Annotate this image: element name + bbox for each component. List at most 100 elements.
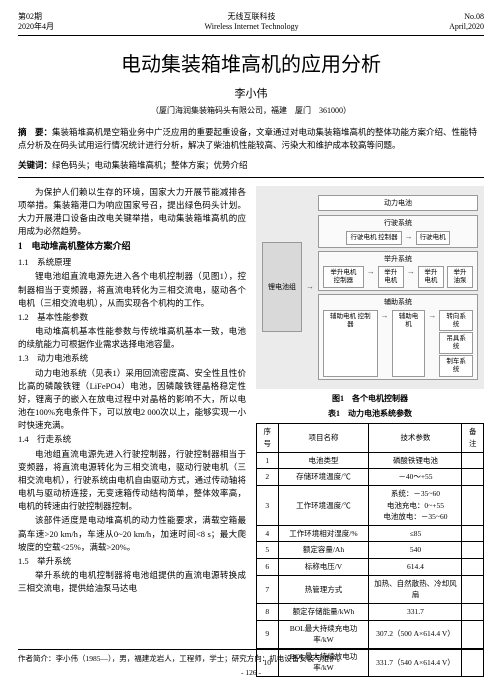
table-cell: 6 [257, 559, 279, 576]
table-cell: BOL最大持续充电功率/kW [278, 620, 369, 648]
table-row: 1电池类型磷酸铁锂电池 [257, 452, 484, 469]
journal-cn: 无线互联科技 [54, 12, 449, 22]
section-1-3: 1.3 动力电池系统 [18, 352, 246, 365]
sys-group-3: 辅助系统 辅助电机 控制器 → 辅助电机 → 转向系统 吊具系统 制车系统 [318, 294, 478, 380]
table-cell: 额定容量/Ah [278, 542, 369, 559]
section-1-4: 1.4 行走系统 [18, 433, 246, 446]
table-cell [462, 525, 484, 542]
sys-group-2: 举升系统 举升电机 控制器 → 举升电机 → 举升电机 举升油泵 [318, 251, 478, 291]
table-cell: 2 [257, 469, 279, 486]
table-cell [462, 542, 484, 559]
table-cell: 加热、自然散热、冷却风扇 [369, 575, 462, 603]
date-en: April,2020 [449, 22, 484, 32]
sys3-e3: 制车系统 [439, 355, 473, 377]
article-title: 电动集装箱堆高机的应用分析 [18, 48, 484, 77]
sys1-title: 行驶系统 [323, 218, 473, 229]
sys2-title: 举升系统 [323, 254, 473, 265]
table-cell: 电池类型 [278, 452, 369, 469]
table-cell: 3 [257, 485, 279, 525]
para-1-4b: 该部件适度是电动堆高机的动力性能要求，满载空箱最高车速>20 km/h，车速从0… [18, 514, 246, 554]
table-header-row: 序号项目名称技术参数备注 [257, 424, 484, 452]
table-cell: 系统：－35~60 电池充电：0~+55 电池放电：－35~60 [369, 485, 462, 525]
section-1: 1 电动堆高机整体方案介绍 [18, 240, 246, 254]
issue: 第02期 [18, 12, 54, 22]
table-cell: 7 [257, 575, 279, 603]
table-cell [462, 603, 484, 620]
table-cell: 热管理方式 [278, 575, 369, 603]
system-diagram: 锂电池组 → 动力电池 行驶系统 行驶电机 控制器 → 行驶电机 举升系统 [256, 186, 484, 389]
table-row: 8额定存储能量/kWh331.7 [257, 603, 484, 620]
sys3-e2: 吊具系统 [439, 332, 473, 354]
abstract-text: 集装箱堆高机是空箱业务中广泛应用的重要起重设备，文章通过对电动集装箱堆高机的整体… [18, 127, 477, 151]
abstract-label: 摘 要： [18, 127, 52, 137]
left-column: 为保护人们赖以生存的环境，国家大力开展节能减排各项举措。集装箱港口为响应国家号召… [18, 186, 246, 678]
table-header: 序号 [257, 424, 279, 452]
sys-group-1: 行驶系统 行驶电机 控制器 → 行驶电机 [318, 215, 478, 248]
params-table: 序号项目名称技术参数备注 1电池类型磷酸铁锂电池2存储环境温度/℃－40～+55… [256, 423, 484, 677]
diagram-source: 锂电池组 [262, 242, 302, 332]
page-header: 第02期 2020年4月 无线互联科技 Wireless Internet Te… [18, 12, 484, 36]
table-cell: 工作环境相对湿度/% [278, 525, 369, 542]
arrow-icon: → [405, 231, 413, 245]
table-row: 4工作环境相对湿度/%≤85 [257, 525, 484, 542]
table-cell: 9 [257, 620, 279, 648]
sys3-title: 辅助系统 [323, 297, 473, 308]
table-1-caption: 表1 动力电池系统参数 [256, 408, 484, 420]
table-row: 6标称电压/V614.4 [257, 559, 484, 576]
table-row: 7热管理方式加热、自然散热、冷却风扇 [257, 575, 484, 603]
abstract: 摘 要：集装箱堆高机是空箱业务中广泛应用的重要起重设备，文章通过对电动集装箱堆高… [18, 126, 484, 153]
table-cell: 4 [257, 525, 279, 542]
battery-box: 动力电池 [318, 195, 478, 211]
table-cell: 存储环境温度/℃ [278, 469, 369, 486]
para-1-4a: 电池组直流电源先进入行驶控制器，行驶控制器相当于变频器，将直流电源转化为三相交流… [18, 448, 246, 514]
table-cell: 307.2（500 A×614.4 V） [369, 620, 462, 648]
section-1-2: 1.2 基本性能参数 [18, 311, 246, 324]
table-row: 5额定容量/Ah540 [257, 542, 484, 559]
sys2-e1: 举升电机 [418, 266, 444, 288]
table-cell [462, 485, 484, 525]
author-name: 李小伟 [18, 85, 484, 101]
table-cell: －40～+55 [369, 469, 462, 486]
keywords: 关键词：绿色码头；电动集装箱堆高机；整体方案；优势介绍 [18, 159, 484, 178]
table-cell [462, 575, 484, 603]
table-cell: 额定存储能量/kWh [278, 603, 369, 620]
figure-1-caption: 图1 各个电机控制器 [256, 393, 484, 405]
table-cell [462, 452, 484, 469]
arrow-icon: → [381, 310, 389, 377]
section-1-1: 1.1 系统原理 [18, 256, 246, 269]
table-cell: 标称电压/V [278, 559, 369, 576]
affiliation: （厦门海润集装箱码头有限公司，福建 厦门 361000） [18, 105, 484, 116]
sys3-motor: 辅助电机 [392, 310, 426, 377]
table-header: 项目名称 [278, 424, 369, 452]
sys2-ctrl: 举升电机 控制器 [323, 266, 364, 288]
table-cell: 540 [369, 542, 462, 559]
table-cell [462, 559, 484, 576]
para-1-3: 动力电池系统（见表1）采用回流密度高、安全性且性价比高的磷酸铁锂（LiFePO4… [18, 367, 246, 433]
keywords-label: 关键词： [18, 160, 52, 170]
table-cell: 331.7 [369, 603, 462, 620]
sys1-ctrl: 行驶电机 控制器 [346, 231, 401, 245]
author-bio: 作者简介：李小伟（1985—），男，福建龙岩人，工程师，学士；研究方向：机电设备… [18, 649, 484, 664]
sys3-ctrl: 辅助电机 控制器 [323, 310, 378, 377]
journal-en: Wireless Internet Technology [54, 22, 449, 32]
sys1-motor: 行驶电机 [416, 231, 450, 245]
page-footer: 作者简介：李小伟（1985—），男，福建龙岩人，工程师，学士；研究方向：机电设备… [18, 649, 484, 677]
page: 第02期 2020年4月 无线互联科技 Wireless Internet Te… [0, 0, 502, 689]
arrow-icon: → [306, 281, 314, 293]
table-header: 技术参数 [369, 424, 462, 452]
table-header: 备注 [462, 424, 484, 452]
para-1-2: 电动堆高机基本性能参数与传统堆高机基本一致，电池的续航能力可根据作业需求选择电池… [18, 325, 246, 351]
table-cell: 614.4 [369, 559, 462, 576]
table-body: 1电池类型磷酸铁锂电池2存储环境温度/℃－40～+553工作环境温度/℃系统：－… [257, 452, 484, 676]
content-columns: 为保护人们赖以生存的环境，国家大力开展节能减排各项举措。集装箱港口为响应国家号召… [18, 186, 484, 678]
table-cell: 8 [257, 603, 279, 620]
sys3-e1: 转向系统 [439, 310, 473, 332]
arrow-icon: → [367, 266, 375, 288]
arrow-icon: → [428, 310, 436, 377]
table-row: 3工作环境温度/℃系统：－35~60 电池充电：0~+55 电池放电：－35~6… [257, 485, 484, 525]
sys2-e2: 举升油泵 [447, 266, 473, 288]
right-column: 锂电池组 → 动力电池 行驶系统 行驶电机 控制器 → 行驶电机 举升系统 [256, 186, 484, 678]
date: 2020年4月 [18, 22, 54, 32]
issue-no: No.08 [449, 12, 484, 22]
keywords-text: 绿色码头；电动集装箱堆高机；整体方案；优势介绍 [52, 160, 248, 170]
